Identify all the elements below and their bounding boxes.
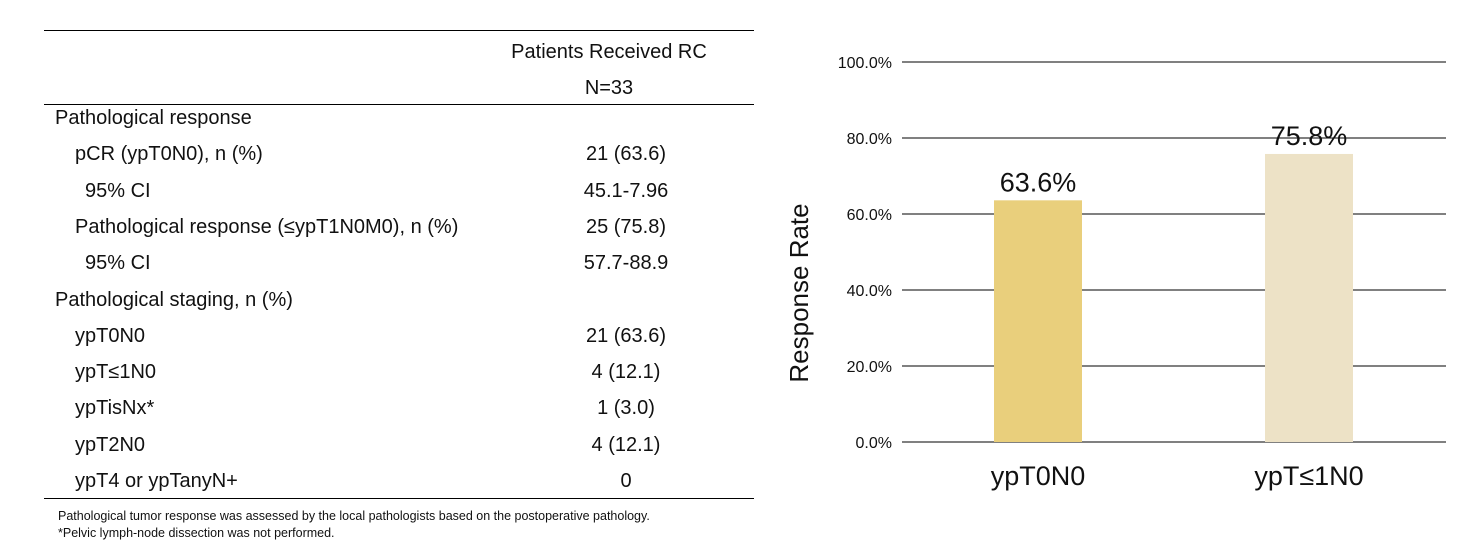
table-row: 95% CI 45.1-7.96 [44, 176, 754, 206]
bar-ypt1n0 [1265, 153, 1353, 442]
chart-gridlines [902, 61, 1446, 443]
y-tick-label: 20.0% [847, 359, 892, 376]
y-tick-label: 0.0% [856, 435, 892, 452]
row-label: ypT≤1N0 [75, 361, 157, 384]
row-value: 1 (3.0) [597, 397, 655, 420]
row-label: ypT4 or ypTanyN+ [75, 470, 238, 492]
y-tick-label: 40.0% [847, 283, 892, 300]
chart-labels: 0.0% 20.0% 40.0% 60.0% 80.0% 100.0% 63.6% ypT0N… [838, 55, 1364, 491]
row-label: ypT2N0 [75, 433, 146, 456]
row-label: pCR (ypT0N0), n (%) [75, 143, 263, 166]
table-row: Pathological response [44, 103, 754, 133]
table-row: ypT4 or ypTanyN+ 0 [44, 466, 754, 496]
bar-data-label: 63.6% [1000, 167, 1077, 197]
bar-ypt0n0 [994, 200, 1082, 442]
row-label: ypTisNx* [75, 397, 155, 420]
row-value: 21 (63.6) [585, 324, 667, 347]
table-row: pCR (ypT0N0), n (%) 21 (63.6) [44, 139, 754, 169]
table-top-rule [44, 30, 754, 31]
x-category-label: ypT≤1N0 [1254, 461, 1363, 491]
row-value: 4 (12.1) [591, 433, 661, 456]
row-value: 21 (63.6) [585, 143, 667, 166]
y-axis-label: Response Rate [784, 203, 814, 382]
row-label: Pathological response [55, 107, 252, 129]
row-label: Pathological response (≤ypT1N0M0), n (%) [75, 215, 459, 238]
row-label: 95% CI [85, 252, 151, 275]
y-tick-label: 60.0% [847, 207, 892, 224]
table-row: ypT2N0 4 (12.1) [44, 430, 754, 460]
row-value: 4 (12.1) [591, 361, 661, 384]
row-value: 57.7-88.9 [583, 252, 669, 275]
table-row: ypT≤1N0 4 (12.1) [44, 357, 754, 387]
column-header-n: N=33 [584, 77, 634, 99]
table-row: ypT0N0 21 (63.6) [44, 321, 754, 351]
x-category-label: ypT0N0 [991, 461, 1086, 491]
table-row: Pathological staging, n (%) [44, 285, 754, 315]
footnote-assessment: Pathological tumor response was assessed… [58, 509, 650, 523]
table-bottom-rule [44, 498, 754, 499]
footnote-lymph-node: *Pelvic lymph-node dissection was not pe… [58, 526, 335, 540]
table-header-rule [44, 104, 754, 105]
response-rate-bar-chart: 0.0% 20.0% 40.0% 60.0% 80.0% 100.0% 63.6% ypT0N… [784, 55, 1446, 491]
row-label: 95% CI [85, 179, 151, 202]
row-value: 45.1-7.96 [583, 179, 669, 202]
row-value: 0 [620, 470, 632, 492]
row-label: ypT0N0 [75, 324, 146, 347]
y-tick-label: 100.0% [838, 55, 892, 72]
y-tick-label: 80.0% [847, 131, 892, 148]
table-row: Pathological response (≤ypT1N0M0), n (%)… [44, 212, 754, 242]
bar-data-label: 75.8% [1271, 121, 1348, 151]
chart-bars [994, 153, 1353, 442]
table-row: 95% CI 57.7-88.9 [44, 248, 754, 278]
row-label: Pathological staging, n (%) [55, 288, 293, 311]
row-value: 25 (75.8) [585, 215, 667, 238]
column-header-group: Patients Received RC [511, 41, 707, 63]
table-row: ypTisNx* 1 (3.0) [44, 393, 754, 423]
